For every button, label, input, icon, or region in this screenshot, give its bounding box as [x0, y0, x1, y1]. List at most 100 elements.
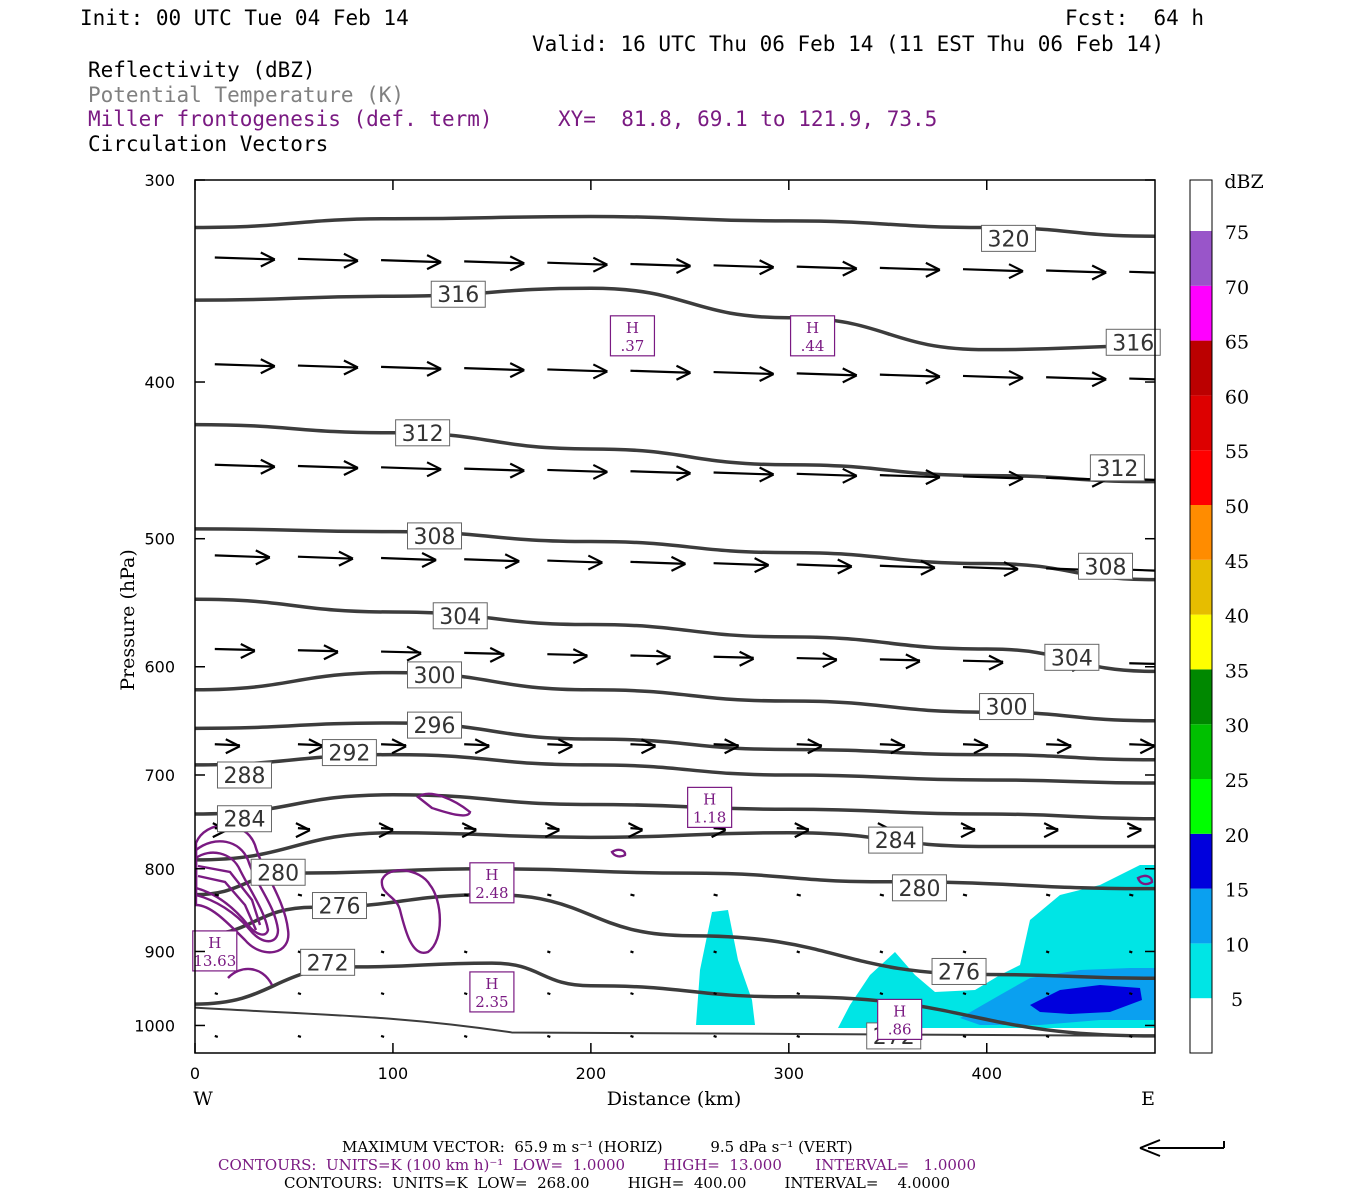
theta-label-276: 276	[311, 892, 367, 920]
circulation-vector	[1045, 992, 1050, 996]
frontogenesis-blob-west-inner	[195, 840, 280, 943]
svg-text:H: H	[208, 934, 221, 952]
circulation-vector	[546, 992, 551, 996]
theta-labels: 320 316 316 312 312 308 308 304 304 300 300 296 292 2…	[216, 224, 1161, 1050]
theta-label-292: 292	[321, 739, 377, 767]
theta-label-316: 316	[430, 280, 486, 308]
svg-text:312: 312	[1096, 457, 1138, 482]
circulation-vector	[796, 467, 858, 484]
circulation-vector	[796, 950, 801, 954]
svg-text:276: 276	[318, 895, 360, 920]
reflectivity-colorbar: 5 10 15 20 25 30 35 40 45 50 55 60 65 70 75	[1189, 179, 1249, 1054]
theta-contour-288	[195, 793, 1155, 821]
colorbar-label: 30	[1225, 715, 1249, 737]
circulation-vector	[381, 645, 422, 662]
circulation-vector	[1128, 1034, 1133, 1038]
field-reflectivity: Reflectivity (dBZ)	[88, 58, 316, 82]
circulation-vector	[381, 738, 407, 755]
y-tick-label: 300	[144, 171, 175, 190]
circulation-vector	[214, 358, 276, 375]
theta-label-312: 312	[1089, 454, 1145, 482]
theta-contour-284	[195, 830, 1155, 862]
x-tick-label: 100	[378, 1064, 409, 1083]
circulation-vector	[962, 738, 989, 755]
colorbar-cell	[1190, 450, 1212, 505]
circulation-vector	[547, 648, 588, 665]
colorbar-label: 25	[1225, 770, 1249, 792]
circulation-vector	[1043, 822, 1059, 839]
colorbar-label: 40	[1225, 606, 1249, 628]
circulation-vector	[1129, 270, 1155, 274]
circulation-vector	[962, 263, 1024, 280]
y-tick-label: 600	[144, 658, 175, 677]
circulation-vector	[879, 559, 936, 576]
circulation-vector	[464, 646, 505, 663]
theta-contour-280	[195, 867, 1155, 897]
circulation-vector	[297, 1034, 302, 1038]
svg-text:H: H	[485, 975, 498, 993]
colorbar-cell	[1190, 724, 1212, 779]
x-axis: 0 100 200 300 400	[190, 180, 1002, 1083]
svg-text:1.18: 1.18	[693, 808, 726, 826]
colorbar-label: 15	[1225, 880, 1249, 902]
circulation-vector	[214, 251, 276, 268]
field-frontogenesis: Miller frontogenesis (def. term)	[88, 107, 493, 131]
circulation-vector	[1046, 371, 1107, 388]
svg-text:284: 284	[875, 829, 917, 854]
theta-label-316: 316	[1105, 328, 1161, 356]
circulation-vector	[464, 553, 520, 570]
circulation-vector	[796, 992, 801, 996]
colorbar-cell	[1190, 231, 1212, 286]
svg-text:.86: .86	[888, 1020, 912, 1038]
theta-label-272: 272	[300, 948, 356, 976]
circulation-vector	[297, 738, 324, 755]
circulation-vector	[380, 950, 385, 954]
circulation-vector	[1128, 992, 1133, 996]
circulation-vector	[630, 1034, 634, 1038]
circulation-vector	[713, 650, 755, 667]
circulation-vector	[214, 549, 271, 566]
colorbar-cell	[1190, 395, 1212, 451]
theta-label-280: 280	[891, 874, 947, 902]
svg-text:300: 300	[414, 664, 456, 689]
circulation-vector	[1046, 738, 1072, 755]
colorbar-label: 70	[1225, 277, 1249, 299]
circulation-vector	[297, 550, 354, 567]
circulation-vector	[879, 950, 884, 954]
circulation-vector	[546, 1034, 551, 1038]
circulation-vector	[960, 822, 976, 839]
circulation-vector	[796, 367, 858, 384]
circulation-vector	[464, 462, 525, 479]
circulation-vector	[630, 465, 691, 482]
circulation-vector	[879, 738, 906, 755]
circulation-vector	[630, 992, 634, 996]
circulation-vector	[297, 644, 339, 661]
frontogenesis-contour-info: CONTOURS: UNITS=K (100 km h)⁻¹ LOW= 1.00…	[218, 1156, 977, 1174]
reflectivity-15-area	[1030, 985, 1142, 1014]
y-tick-label: 800	[144, 860, 175, 879]
cross-section-endpoints: XY= 81.8, 69.1 to 121.9, 73.5	[558, 107, 938, 131]
colorbar-cell	[1190, 285, 1212, 341]
circulation-vector	[547, 463, 608, 480]
y-axis-label: Pressure (hPa)	[117, 549, 139, 691]
theta-contour-info: CONTOURS: UNITS=K LOW= 268.00 HIGH= 400.…	[284, 1174, 950, 1192]
circulation-vector	[962, 369, 1024, 386]
frontogenesis-max-.37: H.37	[609, 315, 656, 357]
svg-text:280: 280	[898, 877, 940, 902]
field-circulation-vectors: Circulation Vectors	[88, 132, 329, 156]
svg-text:.44: .44	[801, 337, 825, 355]
init-time: Init: 00 UTC Tue 04 Feb 14	[80, 6, 409, 30]
circulation-vector	[879, 469, 941, 486]
svg-text:304: 304	[1051, 646, 1093, 671]
circulation-vector	[630, 555, 686, 572]
colorbar-label: 35	[1225, 660, 1249, 682]
circulation-vector	[297, 992, 302, 996]
svg-text:280: 280	[257, 861, 299, 886]
plot-frame	[194, 179, 1156, 1054]
theta-contour-304	[195, 597, 1155, 674]
reflectivity-area-central	[696, 910, 755, 1025]
svg-text:288: 288	[223, 764, 265, 789]
colorbar-label: 20	[1225, 825, 1249, 847]
svg-text:H: H	[485, 866, 498, 884]
svg-text:312: 312	[402, 422, 444, 447]
